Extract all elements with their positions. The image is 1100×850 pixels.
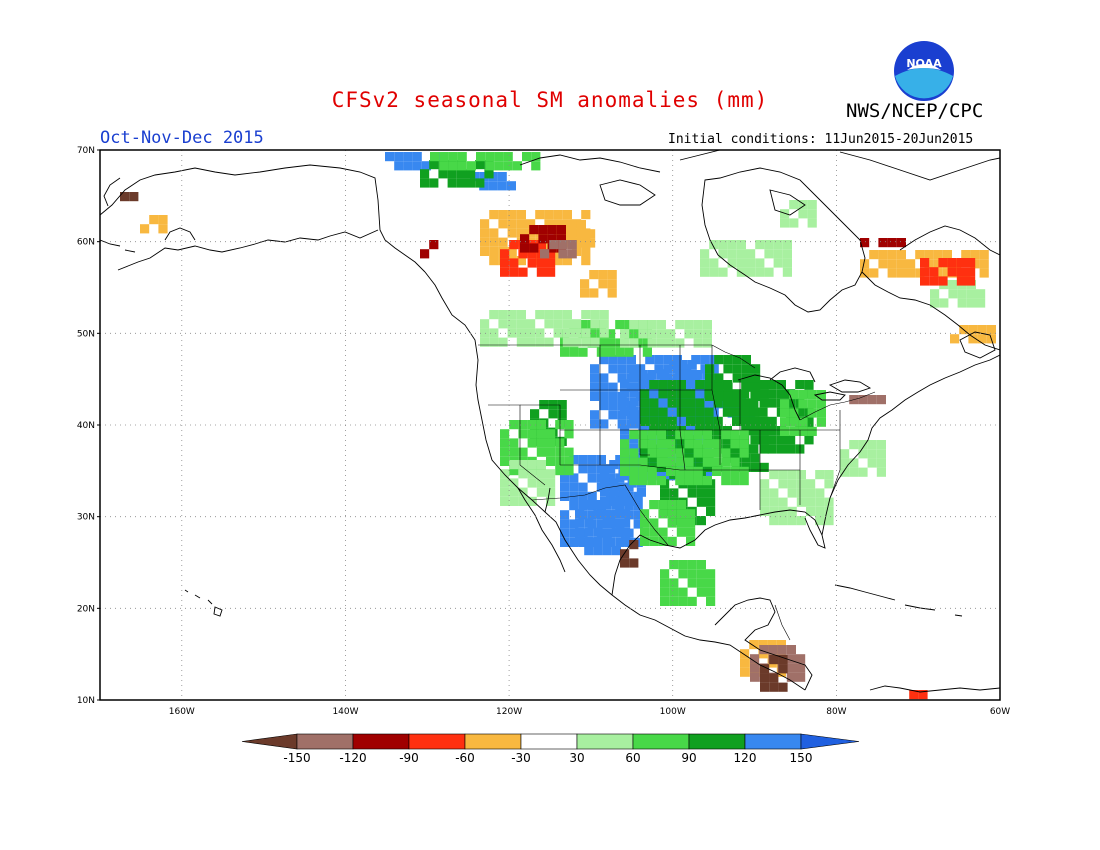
latitude-label: 10N — [77, 696, 95, 706]
longitude-label: 60W — [990, 707, 1010, 717]
agency-label: NWS/NCEP/CPC — [846, 100, 984, 122]
colorbar-swatch — [296, 733, 354, 750]
colorbar-tick-label: -90 — [399, 751, 419, 765]
longitude-label: 120W — [496, 707, 522, 717]
colorbar-tick-label: -120 — [339, 751, 366, 765]
colorbar-swatch — [408, 733, 466, 750]
longitude-labels: 160W 140W 120W 100W 80W 60W — [169, 707, 1011, 717]
logo-text: NOAA — [906, 57, 942, 70]
map-title: CFSv2 seasonal SM anomalies (mm) — [331, 88, 769, 112]
initial-conditions-label: Initial conditions: 11Jun2015-20Jun2015 — [668, 132, 974, 147]
colorbar-swatch — [464, 733, 522, 750]
latitude-label: 40N — [77, 421, 95, 431]
longitude-label: 140W — [332, 707, 358, 717]
colorbar-swatch — [520, 733, 578, 750]
colorbar-tick-label: 90 — [681, 751, 696, 765]
colorbar-tick-label: -30 — [511, 751, 531, 765]
political-borders — [478, 344, 876, 641]
latitude-label: 30N — [77, 513, 95, 523]
coastlines — [100, 150, 1000, 693]
noaa-logo-icon: NOAA — [894, 41, 954, 101]
colorbar-arrow-low — [241, 733, 298, 750]
season-label: Oct-Nov-Dec 2015 — [100, 128, 264, 148]
colorbar-tick-label: -150 — [283, 751, 310, 765]
colorbar-arrow-high — [800, 733, 860, 750]
colorbar-swatch — [632, 733, 690, 750]
colorbar-tick-label: 60 — [625, 751, 640, 765]
colorbar-swatch — [744, 733, 802, 750]
graticule — [100, 150, 1000, 700]
colorbar-tick-label: 120 — [734, 751, 757, 765]
latitude-labels: 70N 60N 50N 40N 30N 20N 10N — [77, 146, 100, 706]
latitude-label: 70N — [77, 146, 95, 156]
colorbar-swatch — [576, 733, 634, 750]
colorbar-swatch — [688, 733, 746, 750]
longitude-label: 160W — [169, 707, 195, 717]
latitude-label: 20N — [77, 604, 95, 614]
longitude-label: 80W — [826, 707, 846, 717]
latitude-label: 60N — [77, 238, 95, 248]
colorbar-legend: -150 -120 -90 -60 -30 30 60 90 120 150 — [241, 733, 860, 765]
colorbar-tick-label: 150 — [790, 751, 813, 765]
colorbar-swatch — [352, 733, 410, 750]
colorbar-tick-label: 30 — [569, 751, 584, 765]
colorbar-tick-label: -60 — [455, 751, 475, 765]
longitude-label: 100W — [660, 707, 686, 717]
anomaly-cells — [120, 152, 996, 700]
latitude-label: 50N — [77, 329, 95, 339]
